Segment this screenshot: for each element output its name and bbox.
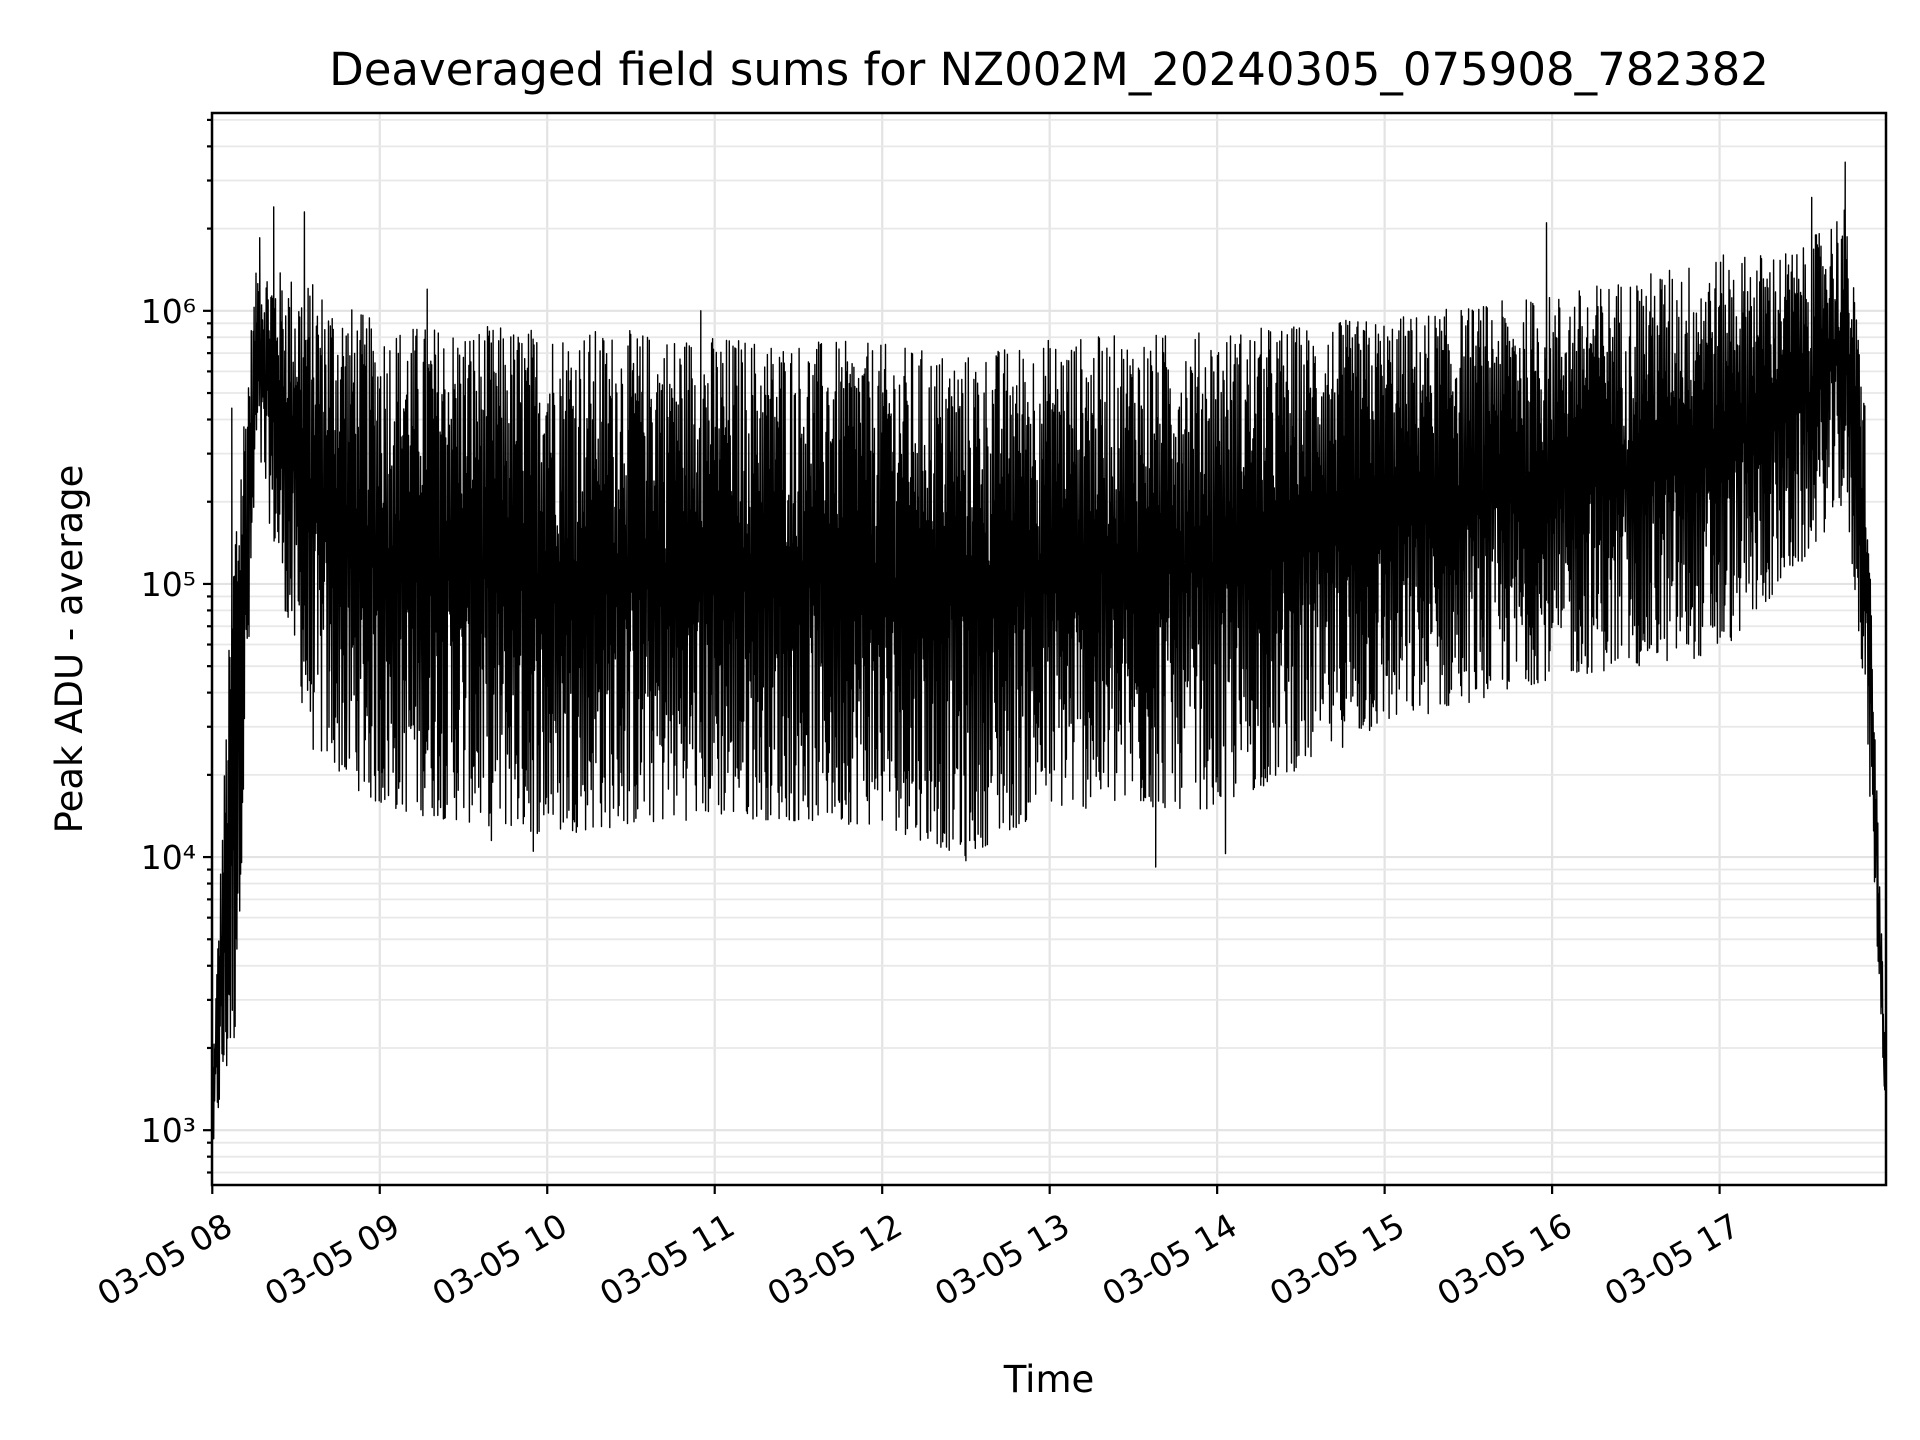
series-layer (211, 161, 1887, 1140)
x-tick-label: 03-05 15 (1263, 1206, 1411, 1314)
series-line (211, 161, 1887, 1140)
x-tick-label: 03-05 16 (1431, 1206, 1579, 1314)
y-tick-label: 10⁵ (141, 565, 196, 604)
x-tick-label: 03-05 14 (1096, 1206, 1244, 1314)
x-tick-label: 03-05 08 (91, 1206, 239, 1314)
x-tick-label: 03-05 09 (258, 1206, 406, 1314)
x-axis: 03-05 08 03-05 09 03-05 10 03-05 11 03-05 12… (91, 1185, 1746, 1314)
y-tick-label: 10⁶ (141, 292, 196, 331)
y-tick-label: 10³ (141, 1111, 196, 1150)
x-tick-label: 03-05 10 (426, 1206, 574, 1314)
y-axis-label: Peak ADU - average (48, 465, 91, 834)
x-tick-label: 03-05 13 (928, 1206, 1076, 1314)
y-tick-label: 10⁴ (141, 838, 196, 877)
x-tick-label: 03-05 12 (761, 1206, 909, 1314)
y-axis: 10³ 10⁴ 10⁵ 10⁶ (141, 118, 212, 1174)
x-tick-label: 03-05 17 (1598, 1206, 1746, 1314)
x-tick-label: 03-05 11 (593, 1206, 741, 1314)
chart-title: Deaveraged field sums for NZ002M_2024030… (329, 43, 1769, 96)
x-axis-label: Time (1003, 1358, 1095, 1401)
